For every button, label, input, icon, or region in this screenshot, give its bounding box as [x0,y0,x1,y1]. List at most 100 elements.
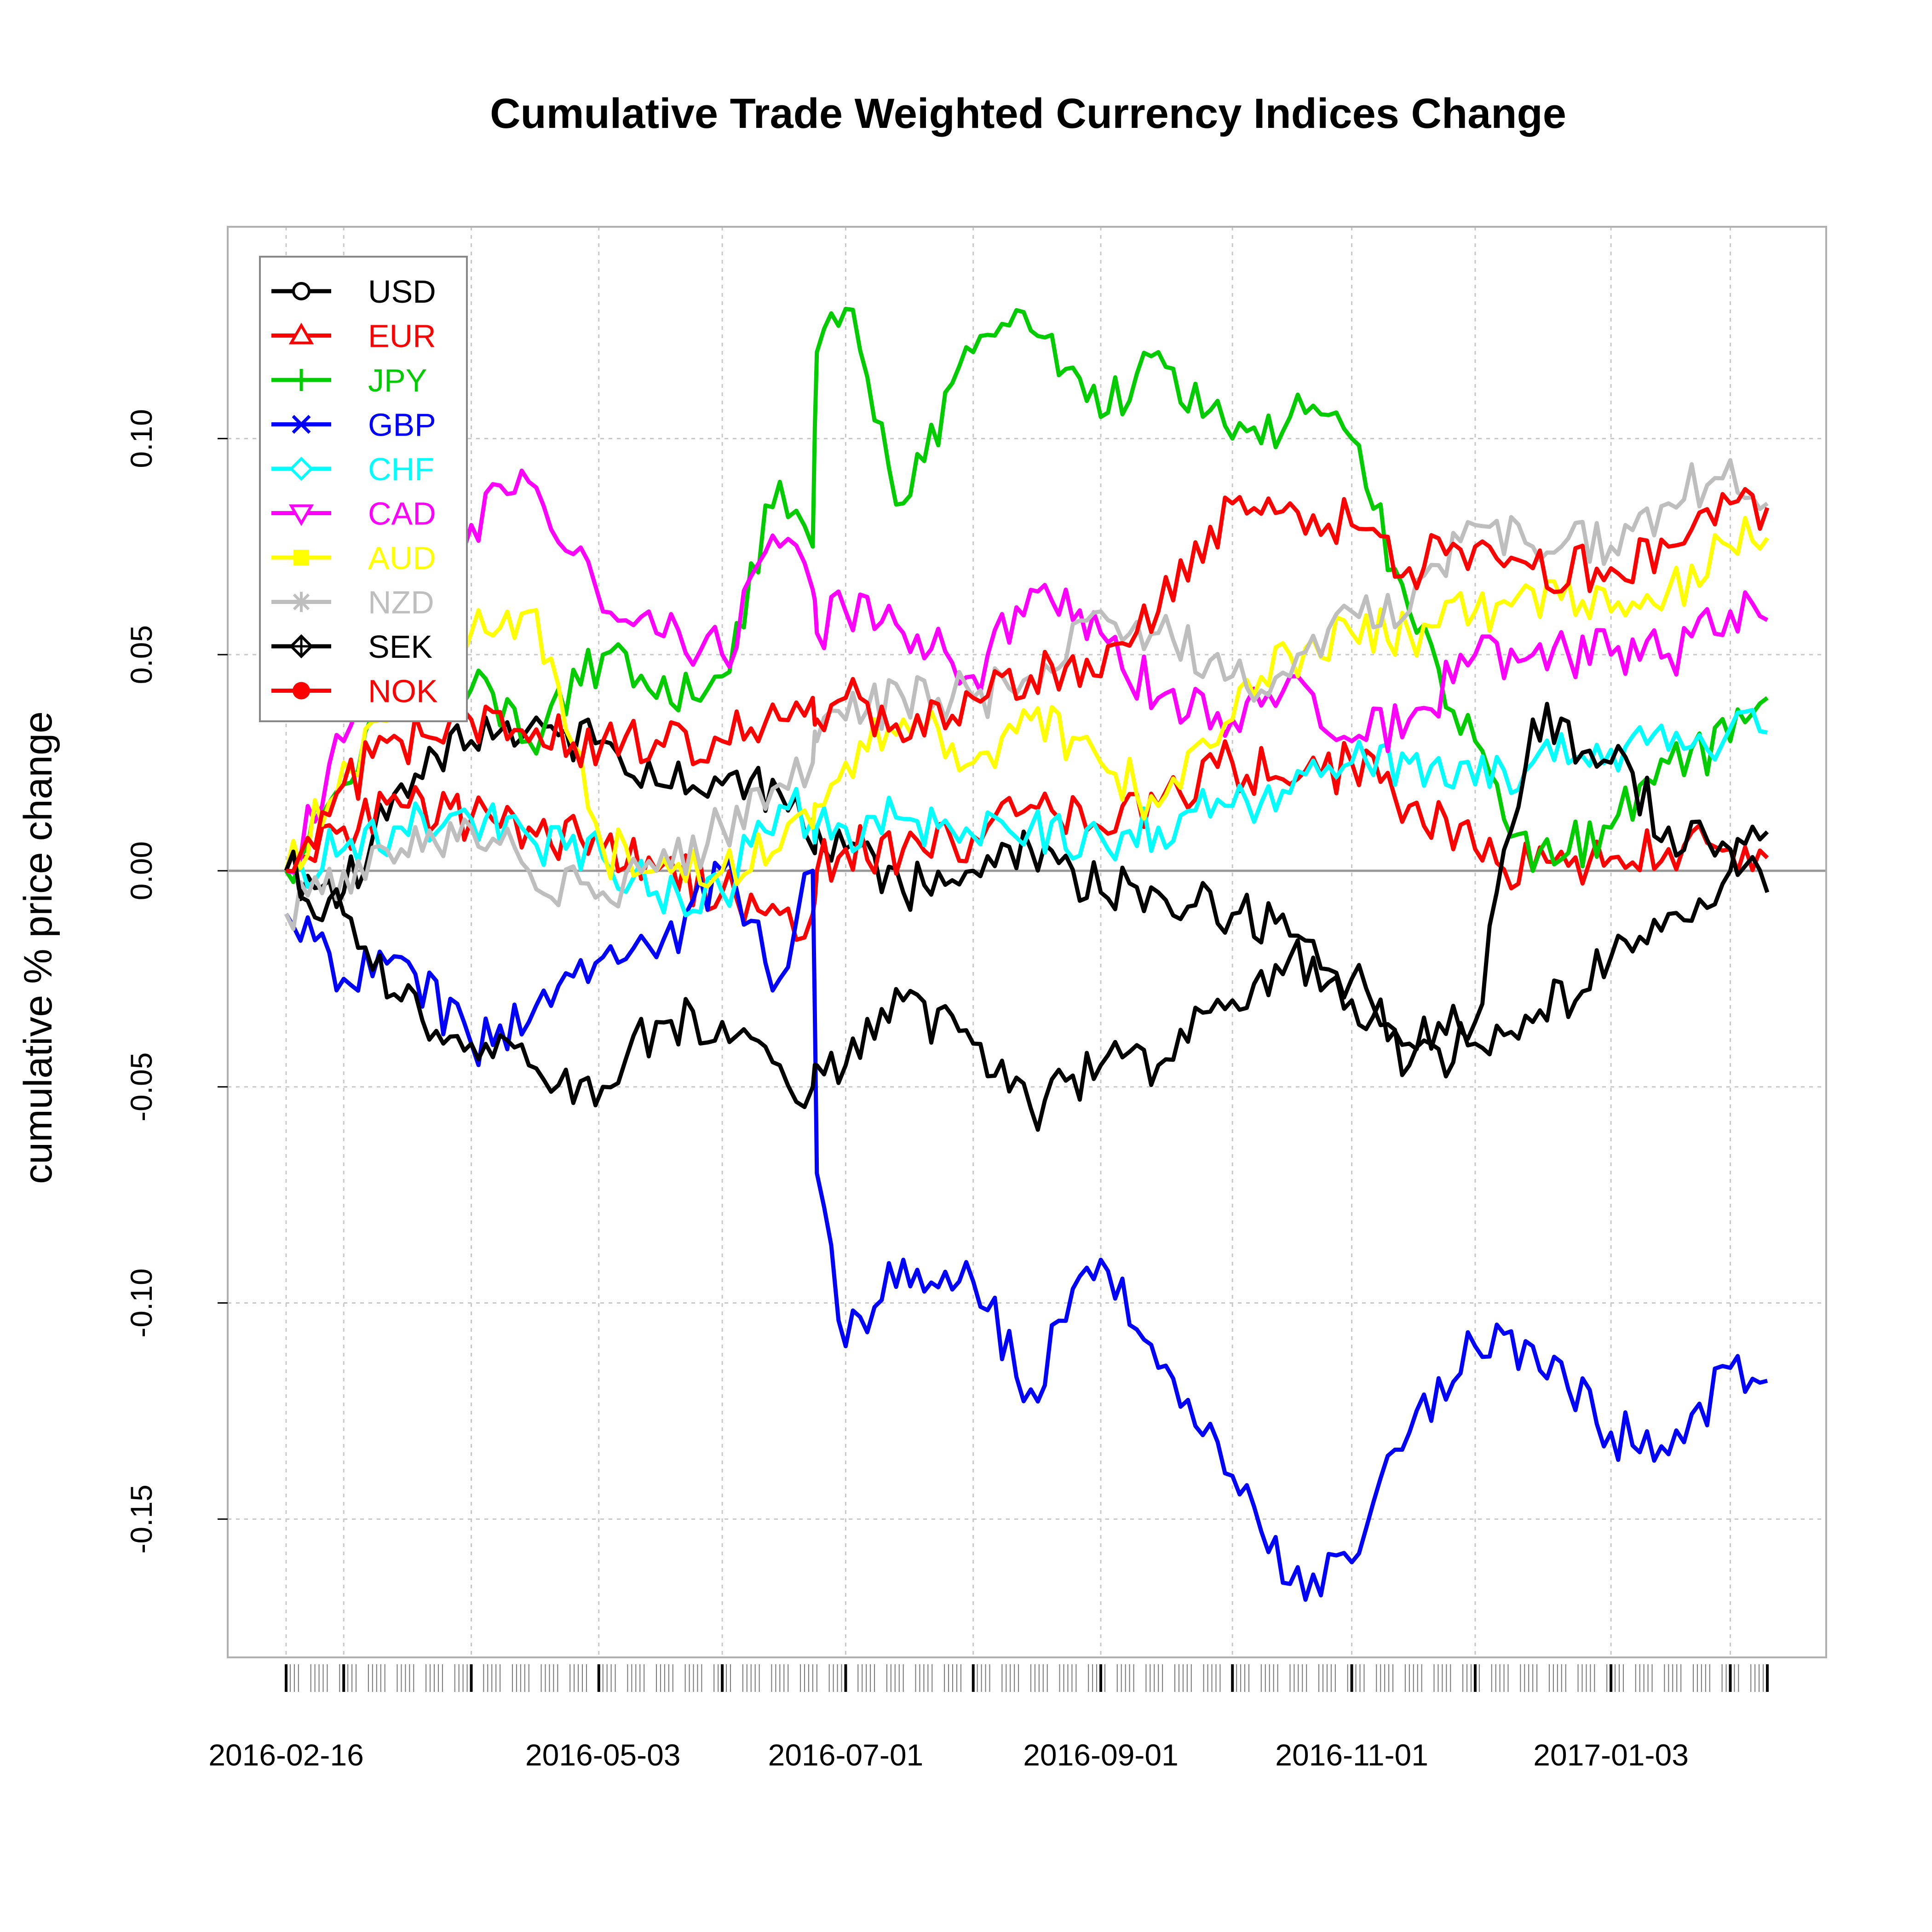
data-point-cad [656,632,657,633]
data-point-cad [1668,654,1669,655]
data-point-nzd [1409,611,1410,612]
data-point-nok [1730,503,1731,504]
data-point-sek [1232,1000,1233,1001]
data-point-sek [1730,849,1731,850]
x-marker-icon [292,415,311,434]
data-point-nok [401,741,402,742]
data-point-cad [1351,741,1352,742]
data-point-sek [1030,1108,1031,1109]
data-point-eur [1475,849,1476,850]
data-point-usd [1610,957,1611,958]
data-point-cad [816,632,817,633]
data-point-usd [1532,1022,1533,1023]
data-point-nzd [903,697,904,698]
data-point-nzd [656,870,657,871]
data-point-gbp [1158,1367,1159,1368]
series-line-eur [284,739,1769,942]
y-tick-label: -0.15 [124,1484,158,1553]
diamond-marker-icon [289,456,314,481]
data-point-eur [1030,805,1031,806]
data-point-chf [656,892,657,893]
data-point-chf [779,805,780,806]
data-point-aud [1668,589,1669,590]
data-point-nzd [779,784,780,785]
triangle-marker-icon [288,322,314,345]
data-point-eur [816,870,817,871]
data-point-chf [1289,793,1290,794]
data-point-aud [1100,762,1101,763]
data-point-aud [1730,546,1731,547]
data-point-chf [401,827,402,828]
data-point-jpy [656,697,657,698]
data-point-cad [779,546,780,547]
data-point-nok [1668,546,1669,547]
data-point-nok [343,784,344,785]
data-point-sek [471,1043,472,1044]
data-point-nzd [471,827,472,828]
data-point-nok [779,719,780,720]
data-point-sek [816,1065,817,1066]
data-point-jpy [1730,741,1731,742]
data-point-cad [1730,611,1731,612]
data-point-nok [1532,568,1533,569]
data-point-aud [903,719,904,720]
data-point-chf [1730,728,1731,729]
data-point-sek [722,1022,723,1023]
data-point-cad [1409,719,1410,720]
data-point-cad [1532,654,1533,655]
data-point-sek [1289,957,1290,958]
data-point-aud [1475,611,1476,612]
data-point-usd [656,784,657,785]
data-point-gbp [812,870,813,871]
data-point-cad [903,632,904,633]
data-point-aud [1532,589,1533,590]
data-point-usd [812,849,813,850]
legend-label-eur: EUR [368,318,436,354]
data-point-nok [973,697,974,698]
data-point-nzd [1767,503,1768,504]
legend-label-nzd: NZD [368,585,434,621]
data-point-usd [1289,935,1290,936]
data-point-chf [1668,749,1669,750]
data-point-aud [973,762,974,763]
data-point-jpy [1532,870,1533,871]
data-point-gbp [973,1281,974,1282]
data-point-sek [973,1043,974,1044]
data-point-cad [845,611,846,612]
data-point-cad [812,589,813,590]
data-point-chf [343,849,344,850]
axes: -0.15 -0.10 -0.05 0.00 0.05 0.10 2016-02-16 201… [124,409,1769,1772]
data-point-nok [1409,568,1410,569]
data-point-chf [816,827,817,828]
data-point-aud [779,849,780,850]
data-point-jpy [1610,827,1611,828]
data-point-chf [722,892,723,893]
data-point-nok [1289,503,1290,504]
data-point-eur [1668,849,1669,850]
data-point-aud [1610,611,1611,612]
data-point-sek [1351,1000,1352,1001]
data-point-usd [722,784,723,785]
data-point-nok [471,719,472,720]
data-point-jpy [1100,416,1101,417]
data-point-eur [1610,857,1611,858]
data-point-nzd [816,741,817,742]
data-point-gbp [816,1173,817,1174]
data-point-usd [1475,1043,1476,1044]
data-point-eur [401,805,402,806]
data-point-gbp [1767,1380,1768,1381]
data-point-gbp [1532,1346,1533,1347]
data-point-gbp [656,957,657,958]
circle-marker-icon [292,282,310,300]
data-point-cad [1158,697,1159,698]
data-point-nok [1100,676,1101,677]
diamond-plus-cross-icon [291,636,311,656]
data-point-cad [1767,620,1768,621]
data-point-nzd [1158,632,1159,633]
data-point-gbp [1409,1432,1410,1433]
data-point-usd [779,793,780,794]
data-point-nok [845,697,846,698]
data-point-chf [1610,749,1611,750]
data-point-chf [471,818,472,819]
series-line-cad [285,468,1769,875]
